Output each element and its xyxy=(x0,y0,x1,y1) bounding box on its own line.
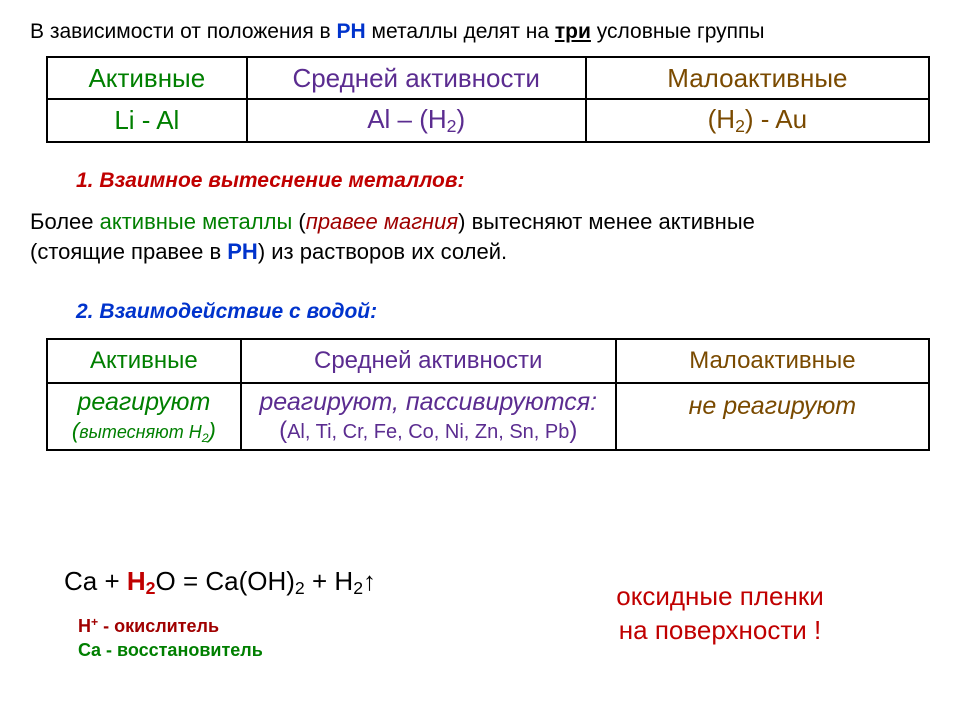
intro-three: три xyxy=(555,20,591,43)
note-reducer: Ca - восстановитель xyxy=(78,638,263,662)
intro-rn: РН xyxy=(337,20,366,43)
header-active: Активные xyxy=(47,339,241,383)
intro-post: условные группы xyxy=(591,20,765,43)
header-low: Малоактивные xyxy=(586,57,929,99)
header-low: Малоактивные xyxy=(616,339,929,383)
intro-pre: В зависимости от положения в xyxy=(30,20,337,43)
table-row: Активные Средней активности Малоактивные xyxy=(47,57,929,99)
section-1-paragraph: Более активные металлы (правее магния) в… xyxy=(30,207,930,266)
water-low: не реагируют xyxy=(616,383,929,450)
intro-mid: металлы делят на xyxy=(366,20,555,43)
oxide-films-note: оксидные пленки на поверхности ! xyxy=(560,580,880,648)
table-row: Li - Al Al – (H2) (H2) - Au xyxy=(47,99,929,142)
table-row: реагируют (вытесняют Н2) реагируют, пасс… xyxy=(47,383,929,450)
water-medium: реагируют, пассивируются: (Al, Ti, Cr, F… xyxy=(241,383,616,450)
table-row: Активные Средней активности Малоактивные xyxy=(47,339,929,383)
range-low: (H2) - Au xyxy=(586,99,929,142)
header-medium: Средней активности xyxy=(247,57,586,99)
section-1-heading: 1. Взаимное вытеснение металлов: xyxy=(76,169,932,193)
water-active: реагируют (вытесняют Н2) xyxy=(47,383,241,450)
activity-groups-table: Активные Средней активности Малоактивные… xyxy=(46,56,930,143)
note-oxidizer: H+ - окислитель xyxy=(78,614,263,638)
header-medium: Средней активности xyxy=(241,339,616,383)
range-medium: Al – (H2) xyxy=(247,99,586,142)
header-active: Активные xyxy=(47,57,247,99)
section-2-heading: 2. Взаимодействие с водой: xyxy=(76,300,932,324)
range-active: Li - Al xyxy=(47,99,247,142)
equation-notes: H+ - окислитель Ca - восстановитель xyxy=(78,614,263,663)
water-reaction-table: Активные Средней активности Малоактивные… xyxy=(46,338,930,451)
reaction-equation: Ca + H2O = Ca(OH)2 + H2↑ xyxy=(64,566,376,599)
intro-text: В зависимости от положения в РН металлы … xyxy=(30,20,932,44)
